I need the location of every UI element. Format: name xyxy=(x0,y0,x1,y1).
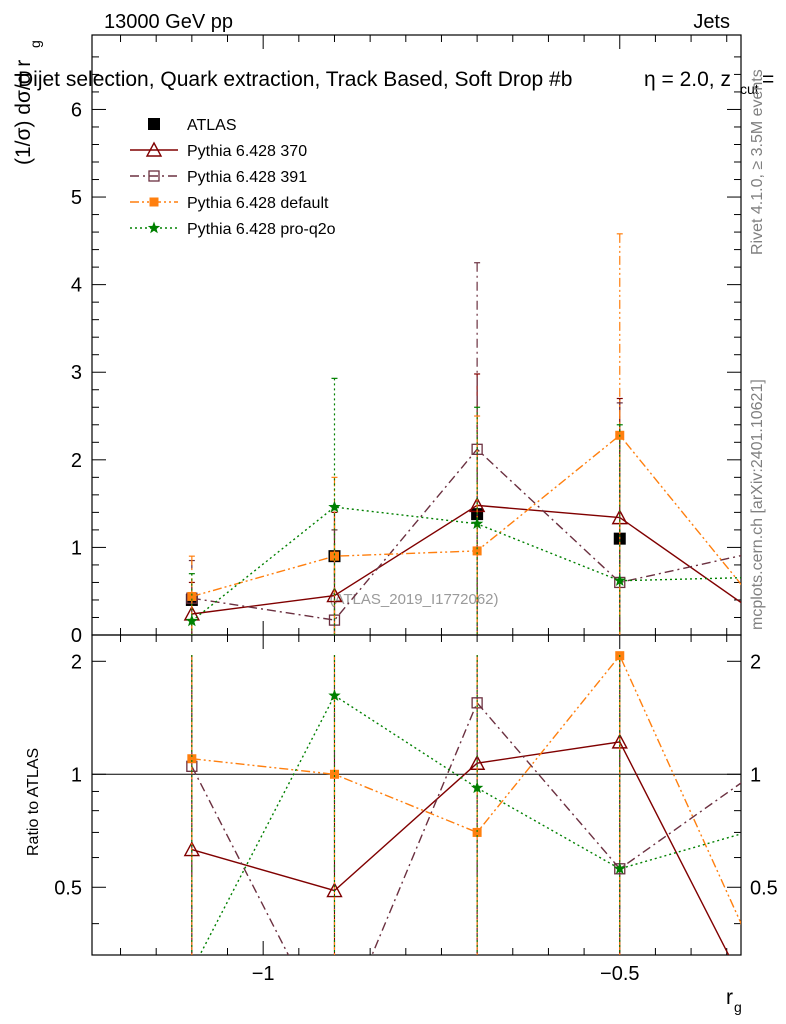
x-axis-title: r xyxy=(726,986,733,1009)
category-label: Jets xyxy=(693,11,730,33)
ratio-line-p370 xyxy=(191,741,730,955)
ratio-series-pq2o xyxy=(186,655,768,976)
x-axis-subscript: g xyxy=(734,999,742,1015)
ratio-series-pdef xyxy=(187,651,767,975)
data-point-pq2o xyxy=(470,517,484,530)
legend-marker-p391 xyxy=(148,170,160,182)
main-y-tick-label: 0 xyxy=(71,625,82,647)
main-y-tick-label: 3 xyxy=(71,362,82,384)
series-line-p370 xyxy=(191,504,741,615)
legend-item-p391: Pythia 6.428 391 xyxy=(130,169,307,186)
legend-item-p370: Pythia 6.428 370 xyxy=(130,141,307,160)
ratio-point-pdef xyxy=(472,827,482,837)
main-y-axis-subscript: g xyxy=(27,40,43,48)
legend-item-atlas: ATLAS xyxy=(148,117,237,134)
ratio-point-pdef xyxy=(187,754,197,764)
ratio-point-pdef xyxy=(758,966,767,975)
energy-label: 13000 GeV pp xyxy=(104,11,233,33)
main-y-tick-label: 5 xyxy=(71,187,82,209)
legend-item-pq2o: Pythia 6.428 pro-q2o xyxy=(130,221,336,238)
series-pq2o xyxy=(185,377,741,635)
main-y-axis-title-text: (1/σ) dσ/d r xyxy=(12,60,35,165)
plot-title: Dijet selection, Quark extraction, Track… xyxy=(18,68,572,91)
ratio-point-pq2o xyxy=(186,964,198,976)
x-tick-label: −1 xyxy=(252,963,275,985)
series-line-p391 xyxy=(191,448,741,621)
main-y-axis-title: (1/σ) dσ/d r xyxy=(12,60,35,165)
title-suffix-eq: = xyxy=(762,68,774,91)
legend-marker-pdef xyxy=(149,197,159,207)
mcplots-source-label: mcplots.cern.ch [arXiv:2401.10621] xyxy=(749,379,766,630)
legend-marker-p370 xyxy=(145,141,163,157)
ratio-line-pdef xyxy=(191,654,741,925)
analysis-watermark: (ATLAS_2019_I1772062) xyxy=(329,591,498,608)
legend-label-pq2o: Pythia 6.428 pro-q2o xyxy=(187,221,336,238)
ratio-y-tick-label-left: 0.5 xyxy=(54,877,82,899)
data-point-pdef xyxy=(472,546,482,556)
x-tick-label: −0.5 xyxy=(600,963,639,985)
ratio-point-pq2o xyxy=(470,781,484,794)
data-point-pq2o xyxy=(328,500,341,513)
ratio-plot-frame xyxy=(91,634,742,956)
main-y-tick-label: 4 xyxy=(71,275,82,297)
ratio-y-tick-label-right: 0.5 xyxy=(750,877,778,899)
legend-label-p370: Pythia 6.428 370 xyxy=(187,143,307,160)
ratio-point-p370 xyxy=(755,1014,769,1024)
ratio-y-tick-label-right: 1 xyxy=(750,764,761,786)
main-y-tick-label: 2 xyxy=(71,450,82,472)
ratio-point-pq2o xyxy=(328,689,341,701)
title-suffix-cut: cut xyxy=(740,81,759,97)
legend-item-pdef: Pythia 6.428 default xyxy=(130,195,329,212)
legend-label-p391: Pythia 6.428 391 xyxy=(187,169,307,186)
main-y-tick-label: 1 xyxy=(71,537,82,559)
data-point-pdef xyxy=(187,591,197,601)
ratio-y-tick-label-left: 2 xyxy=(71,651,82,673)
main-y-tick-label: 6 xyxy=(71,99,82,121)
legend-label-pdef: Pythia 6.428 default xyxy=(187,195,329,212)
legend-marker-atlas xyxy=(148,118,160,130)
ratio-y-tick-label-left: 1 xyxy=(71,764,82,786)
legend-marker-pq2o xyxy=(147,221,161,234)
ratio-point-pdef xyxy=(329,769,339,779)
ratio-line-p391 xyxy=(191,701,741,955)
series-pdef xyxy=(187,233,741,635)
series-line-pdef xyxy=(191,434,741,598)
title-suffix-eta: η = 2.0, z xyxy=(644,68,731,91)
data-point-pq2o xyxy=(185,614,199,627)
data-point-pq2o xyxy=(613,574,626,586)
ratio-point-pq2o xyxy=(756,821,768,833)
series-p370 xyxy=(183,373,741,635)
data-point-pdef xyxy=(329,551,339,561)
legend-label-atlas: ATLAS xyxy=(187,117,237,134)
ratio-line-pq2o xyxy=(199,694,741,955)
ratio-y-tick-label-right: 2 xyxy=(750,651,761,673)
rivet-version-label: Rivet 4.1.0, ≥ 3.5M events xyxy=(749,69,766,255)
ratio-y-axis-title: Ratio to ATLAS xyxy=(25,748,42,856)
ratio-point-pq2o xyxy=(613,862,626,875)
